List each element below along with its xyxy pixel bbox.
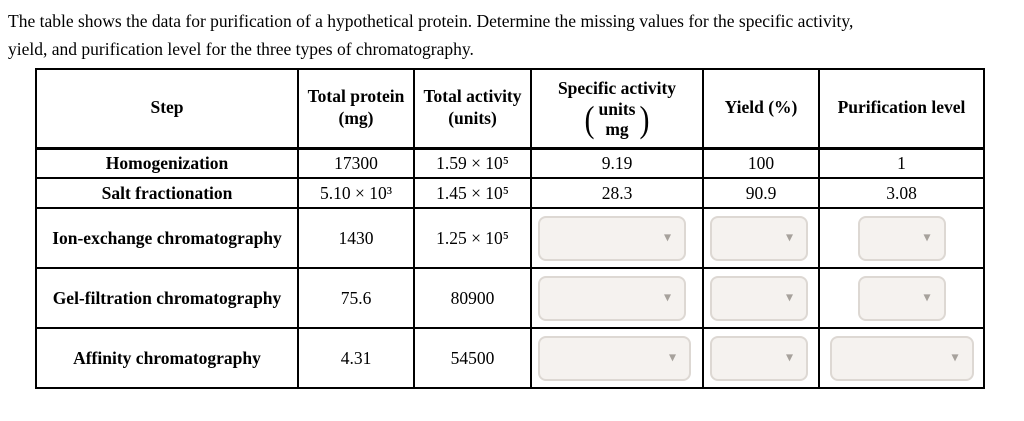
table-row-affinity: Affinity chromatography 4.31 54500 ▾ ▾ ▾: [35, 327, 985, 389]
step-label: Affinity chromatography: [35, 327, 299, 389]
chevron-down-icon: ▾: [923, 289, 931, 306]
header-total-protein-line2: (mg): [338, 108, 374, 129]
yield-cell: ▾: [702, 267, 820, 329]
header-total-activity-line1: Total activity: [423, 86, 522, 107]
specific-activity-value: 28.3: [530, 177, 704, 209]
total-protein-value: 4.31: [297, 327, 415, 389]
yield-value: 90.9: [702, 177, 820, 209]
chevron-down-icon: ▾: [785, 289, 793, 306]
header-specific-activity: Specific activity ( units mg ): [530, 68, 704, 150]
fraction: units mg: [599, 100, 636, 139]
yield-select-ion-exchange[interactable]: ▾: [710, 215, 808, 261]
header-total-protein-line1: Total protein: [307, 86, 405, 107]
total-protein-value: 5.10 × 10³: [297, 177, 415, 209]
step-label: Salt fractionation: [35, 177, 299, 209]
total-protein-value: 17300: [297, 147, 415, 179]
chevron-down-icon: ▾: [951, 349, 959, 366]
yield-value: 100: [702, 147, 820, 179]
purification-level-cell: ▾: [818, 207, 985, 269]
question-text: The table shows the data for purificatio…: [0, 0, 1024, 63]
purification-level-value: 1: [818, 147, 985, 179]
purification-level-cell: ▾: [818, 267, 985, 329]
purification-level-value: 3.08: [818, 177, 985, 209]
header-step: Step: [35, 68, 299, 150]
total-activity-value: 80900: [413, 267, 532, 329]
header-total-protein: Total protein (mg): [297, 68, 415, 150]
header-specific-activity-title: Specific activity: [557, 77, 677, 98]
specific-activity-cell: ▾: [530, 327, 704, 389]
open-paren: (: [584, 98, 595, 140]
fraction-numerator: units: [598, 99, 636, 120]
total-activity-value: 1.25 × 10⁵: [413, 207, 532, 269]
total-protein-value: 75.6: [297, 267, 415, 329]
step-label: Gel-filtration chromatography: [35, 267, 299, 329]
yield-cell: ▾: [702, 207, 820, 269]
total-activity-value: 1.45 × 10⁵: [413, 177, 532, 209]
header-row: Step Total protein (mg) Total activity (…: [35, 68, 985, 150]
chevron-down-icon: ▾: [923, 229, 931, 246]
chevron-down-icon: ▾: [663, 289, 671, 306]
specific-activity-select-gel-filtration[interactable]: ▾: [538, 275, 686, 321]
purification-level-select-gel-filtration[interactable]: ▾: [857, 275, 946, 321]
table-row-gel-filtration: Gel-filtration chromatography 75.6 80900…: [35, 267, 985, 329]
purification-level-select-affinity[interactable]: ▾: [829, 335, 974, 381]
header-total-activity: Total activity (units): [413, 68, 532, 150]
purification-level-cell: ▾: [818, 327, 985, 389]
specific-activity-select-ion-exchange[interactable]: ▾: [538, 215, 686, 261]
total-activity-value: 54500: [413, 327, 532, 389]
step-label: Ion-exchange chromatography: [35, 207, 299, 269]
specific-activity-value: 9.19: [530, 147, 704, 179]
header-total-activity-line2: (units): [448, 108, 497, 129]
purification-table: Step Total protein (mg) Total activity (…: [35, 68, 985, 389]
header-purification-level: Purification level: [818, 68, 985, 150]
chevron-down-icon: ▾: [785, 229, 793, 246]
purification-level-select-ion-exchange[interactable]: ▾: [857, 215, 946, 261]
question-text-line1: The table shows the data for purificatio…: [8, 11, 854, 31]
step-label: Homogenization: [35, 147, 299, 179]
yield-cell: ▾: [702, 327, 820, 389]
units-per-mg-fraction: ( units mg ): [533, 98, 701, 140]
chevron-down-icon: ▾: [785, 349, 793, 366]
specific-activity-cell: ▾: [530, 267, 704, 329]
chevron-down-icon: ▾: [668, 349, 676, 366]
table-row-homogenization: Homogenization 17300 1.59 × 10⁵ 9.19 100…: [35, 147, 985, 179]
fraction-denominator: mg: [605, 118, 629, 139]
total-protein-value: 1430: [297, 207, 415, 269]
specific-activity-cell: ▾: [530, 207, 704, 269]
table-row-salt-fractionation: Salt fractionation 5.10 × 10³ 1.45 × 10⁵…: [35, 177, 985, 209]
yield-select-gel-filtration[interactable]: ▾: [710, 275, 808, 321]
table-row-ion-exchange: Ion-exchange chromatography 1430 1.25 × …: [35, 207, 985, 269]
close-paren: ): [639, 98, 650, 140]
question-text-line2: yield, and purification level for the th…: [8, 39, 474, 59]
yield-select-affinity[interactable]: ▾: [710, 335, 808, 381]
specific-activity-select-affinity[interactable]: ▾: [538, 335, 691, 381]
chevron-down-icon: ▾: [663, 229, 671, 246]
total-activity-value: 1.59 × 10⁵: [413, 147, 532, 179]
header-yield: Yield (%): [702, 68, 820, 150]
